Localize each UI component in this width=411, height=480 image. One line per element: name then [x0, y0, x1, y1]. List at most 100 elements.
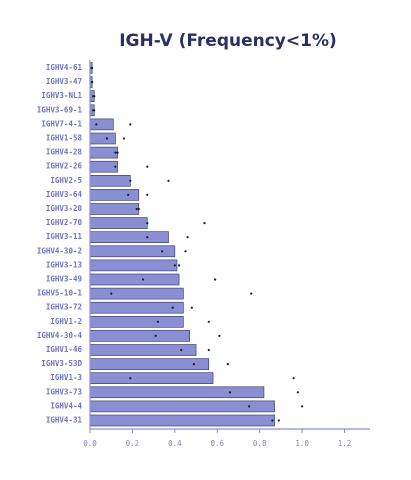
point: [154, 334, 157, 337]
bar: [89, 372, 214, 385]
point: [250, 292, 253, 295]
point: [277, 419, 280, 422]
bar: [89, 315, 184, 328]
y-tick-label: IGHV4-30-4: [37, 331, 83, 340]
point: [296, 391, 299, 394]
y-tick-label: IGHV3-72: [46, 303, 82, 312]
point: [129, 377, 132, 380]
point: [95, 123, 98, 126]
y-tick-label: IGHV3-49: [46, 275, 83, 284]
point: [167, 179, 170, 182]
point: [301, 405, 304, 408]
bar: [89, 175, 131, 187]
bar: [89, 358, 210, 370]
point: [228, 391, 232, 394]
bar: [89, 203, 140, 215]
point: [91, 81, 94, 84]
x-tick-label: 0.8: [253, 439, 267, 448]
point: [110, 292, 113, 295]
y-tick-label: IGHV4-4: [50, 401, 82, 410]
y-tick-label: IGHV3-13: [46, 260, 83, 269]
point: [156, 320, 159, 323]
point: [91, 66, 94, 70]
point: [190, 306, 193, 309]
bar: [89, 146, 118, 159]
y-tick-label: IGHV4-28: [46, 148, 83, 157]
point: [203, 222, 206, 225]
bar: [89, 330, 190, 342]
y-tick-label: IGHV3-73: [46, 387, 83, 396]
point: [146, 193, 149, 196]
bar: [89, 273, 180, 286]
y-tick-label: IGHV3-NL1: [41, 91, 82, 100]
point: [177, 264, 181, 267]
y-tick-label: IGHV4-30-2: [37, 246, 82, 255]
bar: [89, 259, 178, 272]
point: [214, 278, 217, 281]
bar: [89, 231, 169, 243]
y-tick-label: IGHV4-31: [46, 416, 83, 425]
point: [186, 236, 189, 239]
x-tick-label: 0.2: [126, 439, 140, 448]
y-tick-label: IGHV5-10-1: [37, 289, 83, 298]
y-tick-label: IGHV2-26: [46, 162, 83, 171]
point: [207, 320, 210, 323]
point: [226, 363, 229, 366]
point: [141, 278, 145, 281]
point: [129, 179, 132, 182]
y-tick-label: IGHV1-2: [50, 317, 82, 326]
point: [122, 137, 126, 140]
point: [146, 165, 149, 168]
y-tick-label: IGHV2-5: [50, 176, 82, 185]
point: [146, 222, 149, 225]
point: [146, 236, 149, 239]
point: [171, 306, 174, 309]
bar: [89, 160, 118, 173]
bar: [89, 386, 265, 399]
x-tick-label: 0.0: [83, 439, 97, 448]
x-tick-label: 0.6: [210, 439, 224, 448]
y-tick-label: IGHV4-61: [46, 63, 83, 72]
x-tick-label: 1.0: [295, 439, 309, 448]
y-tick-label: IGHV1-3: [50, 373, 82, 382]
point: [135, 207, 138, 211]
bar: [89, 400, 275, 413]
y-tick-label: IGHV3-69-1: [37, 105, 83, 114]
y-tick-label: IGHV7-4-1: [41, 119, 82, 128]
point: [192, 363, 196, 366]
y-tick-label: IGHV3-11: [46, 232, 83, 241]
point: [114, 151, 117, 154]
chart-title: IGH-V (Frequency<1%): [119, 31, 337, 51]
x-tick-label: 0.4: [168, 439, 182, 448]
point: [137, 207, 140, 211]
y-tick-label: IGHV3-47: [46, 77, 82, 86]
point: [247, 405, 251, 408]
y-tick-label: IGHV1-46: [46, 345, 83, 354]
point: [127, 193, 130, 196]
point: [173, 264, 176, 267]
point: [271, 419, 274, 422]
point: [207, 348, 210, 352]
x-tick-label: 1.2: [338, 439, 352, 448]
point: [105, 137, 109, 140]
y-tick-label: IGHV3-64: [46, 190, 83, 199]
point: [292, 377, 295, 380]
bar: [89, 287, 184, 300]
point: [93, 109, 96, 112]
y-tick-label: IGHV2-70: [46, 218, 83, 227]
bar: [89, 301, 184, 314]
y-tick-label: IGHV3-20: [46, 204, 83, 213]
y-tick-label: IGHV3-53D: [41, 359, 82, 368]
point: [114, 165, 117, 168]
point: [161, 250, 164, 253]
bar: [89, 118, 114, 131]
point: [116, 151, 119, 154]
point: [184, 250, 187, 253]
y-tick-label: IGHV1-58: [46, 134, 83, 143]
bar: [89, 217, 148, 229]
bar: [89, 189, 140, 201]
point: [93, 95, 96, 98]
point: [218, 334, 221, 337]
point: [180, 348, 183, 352]
